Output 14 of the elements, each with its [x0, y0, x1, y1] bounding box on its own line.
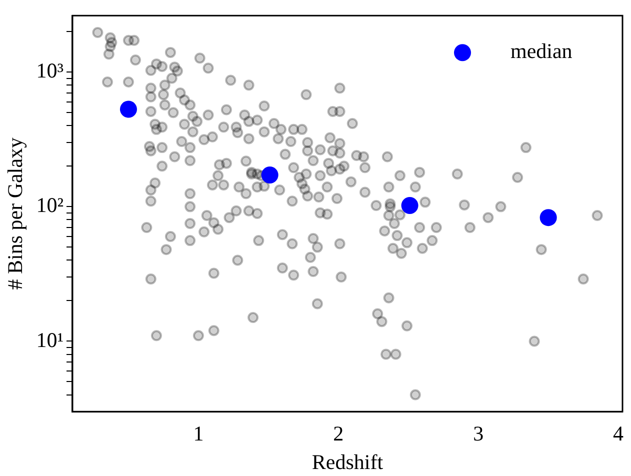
- point: [120, 100, 137, 118]
- x-tick-label: 3: [473, 422, 484, 446]
- legend-label: median: [510, 39, 573, 64]
- x-tick-label: 4: [613, 422, 624, 446]
- point: [540, 209, 557, 226]
- point: [261, 166, 278, 184]
- point: [401, 197, 418, 214]
- x-tick-label: 1: [193, 422, 204, 446]
- y-axis-title: # Bins per Galaxy: [3, 137, 28, 290]
- x-axis-title: Redshift: [312, 450, 384, 474]
- y-tick-label: 10²: [36, 193, 64, 218]
- y-tick-label: 10³: [36, 58, 64, 83]
- y-tick-label: 10¹: [36, 328, 64, 352]
- x-tick-label: 2: [333, 422, 344, 446]
